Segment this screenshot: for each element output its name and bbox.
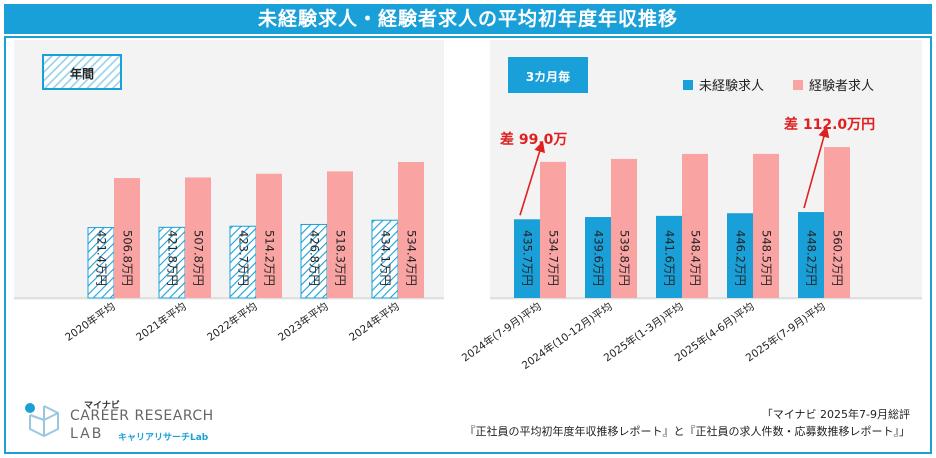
logo-sub: キャリアリサーチLab xyxy=(118,433,209,443)
category-label: 2024年平均 xyxy=(347,300,402,344)
difference-label: 差 112.0万円 xyxy=(784,116,875,133)
data-label: 548.5万円 xyxy=(760,230,774,286)
legend-swatch-inexperienced xyxy=(683,79,693,90)
bar-experienced xyxy=(398,162,424,298)
logo-line1: CAREER RESEARCH xyxy=(70,408,214,424)
bar-inexperienced xyxy=(300,223,328,299)
bar-inexperienced xyxy=(514,219,540,298)
bar-inexperienced xyxy=(656,215,682,298)
source-line1: 「マイナビ 2025年7-9月総評 xyxy=(761,408,910,421)
bar-experienced xyxy=(327,171,353,298)
difference-label: 差 99.0万 xyxy=(500,131,567,148)
legend-label-inexperienced: 未経験求人 xyxy=(699,79,765,94)
category-label: 2021年平均 xyxy=(134,300,189,344)
legend-inexperienced: 未経験求人 xyxy=(683,75,764,94)
difference-arrow xyxy=(519,140,545,216)
bar-inexperienced xyxy=(727,213,753,298)
data-label: 448.2万円 xyxy=(805,230,819,286)
data-label: 441.6万円 xyxy=(663,230,677,286)
data-label: 426.8万円 xyxy=(308,230,322,286)
bar-inexperienced xyxy=(229,225,257,299)
bar-experienced xyxy=(682,153,708,298)
bar-experienced xyxy=(824,147,850,298)
bar-inexperienced xyxy=(158,226,186,299)
data-label: 518.3万円 xyxy=(334,230,348,286)
difference-arrow xyxy=(803,126,830,209)
source-line2: 『正社員の平均初年度年収推移レポート』と『正社員の求人件数・応募数推移レポート』… xyxy=(464,425,911,438)
category-label: 2023年平均 xyxy=(276,300,331,344)
data-label: 421.8万円 xyxy=(166,230,180,286)
bar-inexperienced xyxy=(371,219,399,299)
legend-experienced: 経験者求人 xyxy=(793,75,874,94)
data-label: 514.2万円 xyxy=(263,230,277,286)
data-label: 421.4万円 xyxy=(95,230,109,286)
bar-inexperienced xyxy=(585,217,611,298)
data-label: 434.1万円 xyxy=(379,230,393,286)
data-label: 435.7万円 xyxy=(521,230,535,286)
category-label: 2020年平均 xyxy=(63,300,118,344)
category-label: 2022年平均 xyxy=(205,300,260,344)
bar-experienced xyxy=(114,178,140,298)
data-label: 560.2万円 xyxy=(831,230,845,286)
data-label: 548.4万円 xyxy=(689,230,703,286)
data-label: 534.4万円 xyxy=(405,230,419,286)
logo: マイナビ CAREER RESEARCH LAB キャリアリサーチLab xyxy=(22,398,222,448)
bar-experienced xyxy=(611,158,637,298)
data-label: 446.2万円 xyxy=(734,230,748,286)
chart-frame xyxy=(4,36,932,454)
quarterly-tag: 3カ月毎 xyxy=(508,57,588,93)
bar-experienced xyxy=(540,161,566,298)
logo-cube-icon xyxy=(25,403,59,438)
chart-title: 未経験求人・経験者求人の平均初年度年収推移 xyxy=(4,4,932,34)
data-label: 539.8万円 xyxy=(618,230,632,286)
data-label: 507.8万円 xyxy=(192,230,206,286)
data-label: 534.7万円 xyxy=(547,230,561,286)
annual-tag: 年間 xyxy=(42,54,122,90)
bar-inexperienced xyxy=(798,212,824,298)
bar-experienced xyxy=(185,177,211,298)
data-label: 423.7万円 xyxy=(237,230,251,286)
logo-brand: マイナビ xyxy=(84,401,120,411)
data-label: 439.6万円 xyxy=(592,230,606,286)
logo-line2: LAB xyxy=(70,426,104,442)
bar-experienced xyxy=(256,173,282,298)
data-label: 506.8万円 xyxy=(121,230,135,286)
bar-experienced xyxy=(753,153,779,298)
legend-swatch-experienced xyxy=(793,79,803,90)
legend-label-experienced: 経験者求人 xyxy=(809,79,875,94)
